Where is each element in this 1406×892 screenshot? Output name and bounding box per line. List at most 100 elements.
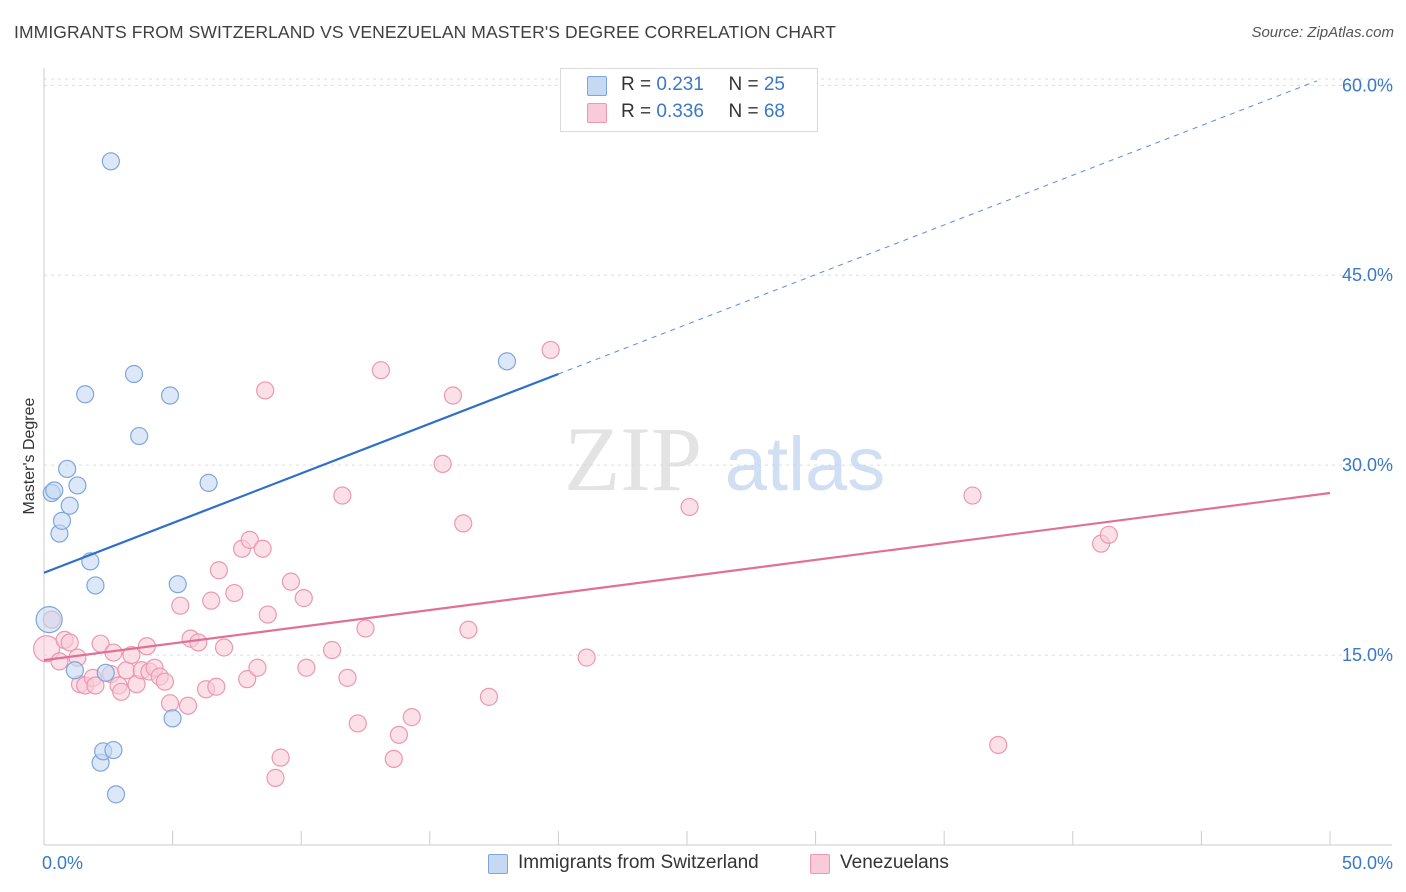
switzerland-point bbox=[35, 606, 63, 634]
y-tick-label: 15.0% bbox=[1342, 645, 1393, 665]
venezuelan-point bbox=[577, 648, 596, 667]
venezuelan-point bbox=[258, 605, 277, 624]
switzerland-point bbox=[106, 785, 126, 804]
legend-r-label: R = bbox=[621, 74, 657, 95]
venezuelan-point bbox=[371, 361, 391, 380]
switzerland-point bbox=[60, 496, 79, 515]
venezuelan-point bbox=[271, 748, 290, 767]
source-label: Source: ZipAtlas.com bbox=[1251, 24, 1394, 41]
legend-n-value: 68 bbox=[763, 101, 785, 122]
switzerland-trend-line bbox=[43, 372, 559, 574]
switzerland-point bbox=[58, 459, 77, 479]
venezuelan-point bbox=[189, 633, 208, 652]
venezuelan-point bbox=[389, 725, 409, 744]
venezuelan-point bbox=[433, 454, 452, 473]
switzerland-point bbox=[199, 473, 218, 492]
venezuelan-point bbox=[207, 677, 226, 696]
venezuelan-point bbox=[294, 589, 313, 608]
legend-r-value: 0.231 bbox=[656, 74, 704, 95]
gridlines bbox=[44, 78, 1392, 656]
watermark: ZIP atlas bbox=[564, 408, 885, 510]
switzerland-point bbox=[163, 709, 182, 728]
venezuelan-point bbox=[459, 620, 478, 639]
venezuelan-point bbox=[963, 486, 982, 505]
venezuelan-point bbox=[238, 670, 257, 689]
venezuelan-point bbox=[155, 672, 174, 691]
y-axis-label: Master's Degree bbox=[21, 397, 38, 514]
venezuelan-point bbox=[402, 708, 421, 727]
switzerland-point bbox=[168, 575, 187, 594]
switzerland-point bbox=[45, 481, 64, 500]
axes bbox=[43, 68, 1392, 846]
switzerland-point bbox=[65, 661, 84, 680]
venezuelan-point bbox=[112, 682, 131, 701]
venezuelan-point bbox=[60, 633, 79, 652]
switzerland-point bbox=[76, 385, 95, 404]
legend-swatch-blue bbox=[587, 76, 607, 96]
bottom-legend-swatch-pink bbox=[810, 854, 830, 874]
venezuelan-point bbox=[178, 696, 198, 715]
legend-n-value: 25 bbox=[763, 74, 785, 95]
y-tick-label: 60.0% bbox=[1342, 75, 1393, 95]
venezuelan-point bbox=[50, 652, 69, 671]
switzerland-point bbox=[130, 426, 149, 446]
legend-r-label: R = bbox=[621, 101, 657, 122]
y-tick-label: 30.0% bbox=[1342, 455, 1393, 475]
switzerland-point bbox=[68, 476, 87, 495]
bottom-legend-swatch-blue bbox=[488, 854, 508, 874]
bottom-legend-label: Venezuelans bbox=[840, 852, 949, 873]
venezuelan-point bbox=[209, 561, 228, 580]
switzerland-point bbox=[160, 386, 180, 405]
venezuelan-point bbox=[214, 638, 234, 657]
switzerland-point bbox=[124, 364, 144, 384]
venezuelan-point bbox=[333, 486, 352, 505]
legend-n-label: N = bbox=[728, 101, 764, 122]
legend-n-label: N = bbox=[728, 74, 764, 95]
switzerland-point bbox=[497, 352, 517, 371]
trend-lines bbox=[43, 80, 1331, 662]
venezuelan-point bbox=[338, 668, 357, 687]
chart-title: IMMIGRANTS FROM SWITZERLAND VS VENEZUELA… bbox=[14, 22, 837, 42]
venezuelan-point bbox=[443, 386, 463, 405]
watermark-atlas: atlas bbox=[725, 422, 886, 507]
venezuelan-point bbox=[680, 497, 699, 517]
venezuelan-trend-line bbox=[43, 491, 1331, 662]
tick-labels: 15.0% 30.0% 45.0% 60.0% 0.0% 50.0% bbox=[42, 75, 1393, 873]
switzerland-points bbox=[35, 152, 517, 804]
venezuelan-point bbox=[253, 539, 272, 558]
x-tick-label-min: 0.0% bbox=[42, 853, 83, 873]
venezuelan-point bbox=[225, 583, 244, 603]
venezuelan-point bbox=[1099, 525, 1118, 544]
venezuelan-point bbox=[989, 735, 1008, 755]
switzerland-point bbox=[104, 740, 123, 760]
venezuelan-point bbox=[541, 340, 560, 360]
switzerland-point bbox=[101, 152, 120, 171]
venezuelan-point bbox=[322, 640, 342, 660]
venezuelan-point bbox=[86, 676, 105, 695]
venezuelan-point bbox=[479, 687, 499, 706]
switzerland-point bbox=[86, 576, 105, 595]
venezuelan-point bbox=[281, 572, 301, 591]
venezuelan-point bbox=[122, 645, 141, 665]
switzerland-point bbox=[96, 663, 115, 682]
watermark-zip: ZIP bbox=[564, 408, 702, 510]
venezuelan-point bbox=[297, 658, 316, 677]
stats-legend: R = 0.231 N = 25 R = 0.336 N = 68 bbox=[560, 68, 818, 132]
venezuelan-point bbox=[348, 714, 367, 733]
venezuelan-point bbox=[171, 596, 190, 615]
venezuelan-point bbox=[160, 694, 180, 713]
venezuelan-point bbox=[356, 619, 375, 638]
venezuelan-point bbox=[384, 749, 403, 769]
x-tick-label-max: 50.0% bbox=[1342, 853, 1393, 873]
y-tick-label: 45.0% bbox=[1342, 265, 1393, 285]
legend-swatch-pink bbox=[587, 103, 607, 123]
venezuelan-point bbox=[248, 658, 267, 677]
venezuelan-point bbox=[454, 514, 473, 533]
bottom-legend-label: Immigrants from Switzerland bbox=[518, 852, 759, 873]
legend-r-value: 0.336 bbox=[656, 101, 704, 122]
venezuelan-point bbox=[256, 381, 275, 400]
venezuelan-point bbox=[266, 768, 285, 787]
venezuelan-point bbox=[202, 591, 221, 610]
switzerland-point bbox=[52, 511, 72, 530]
